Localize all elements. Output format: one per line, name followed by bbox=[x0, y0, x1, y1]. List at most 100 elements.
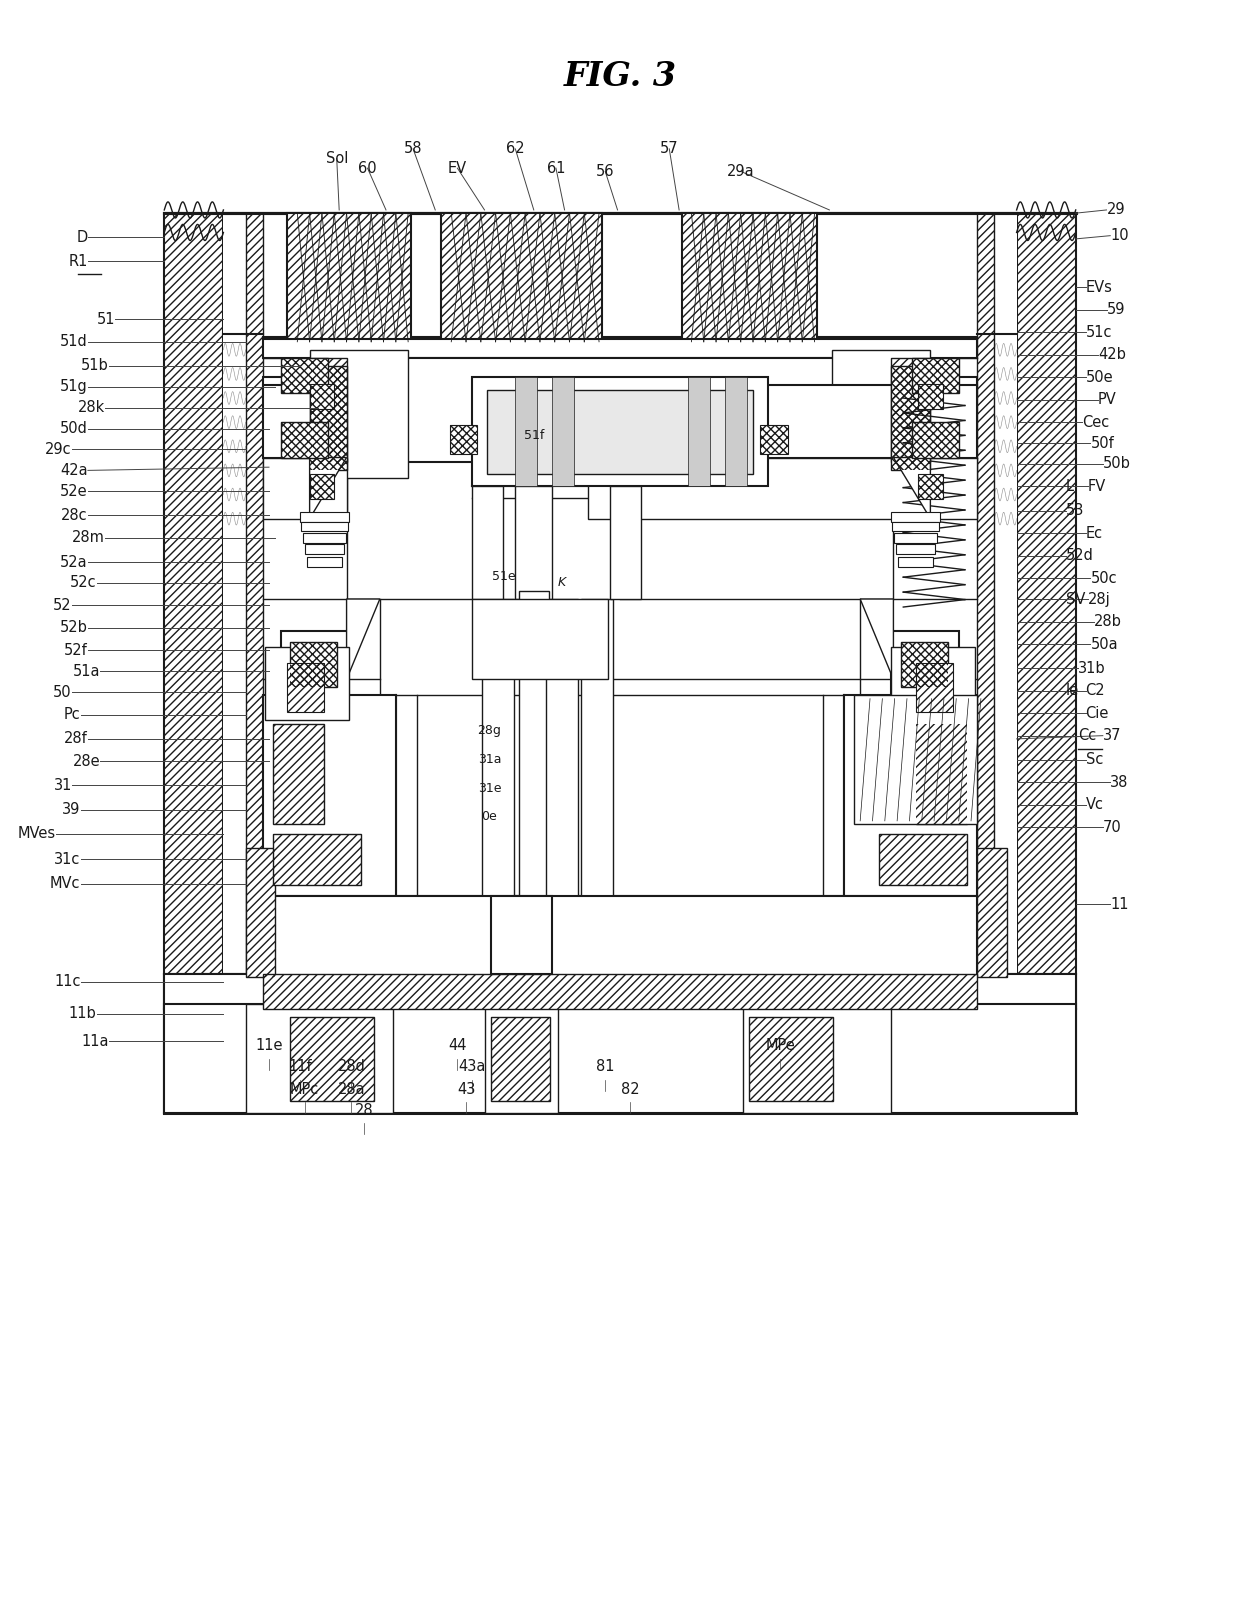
Text: 52f: 52f bbox=[64, 643, 88, 658]
Bar bbox=[472, 600, 608, 679]
Bar bbox=[1017, 213, 1076, 1113]
Text: 28e: 28e bbox=[73, 755, 100, 769]
Bar bbox=[844, 695, 977, 897]
Text: 31c: 31c bbox=[55, 852, 81, 866]
Bar bbox=[273, 834, 361, 886]
Bar bbox=[305, 545, 345, 554]
Bar bbox=[310, 357, 346, 462]
Bar bbox=[441, 213, 601, 341]
Bar bbox=[977, 213, 994, 1113]
Bar bbox=[300, 512, 348, 522]
Text: 29a: 29a bbox=[727, 163, 754, 179]
Bar bbox=[892, 365, 930, 470]
Text: 59: 59 bbox=[1106, 302, 1125, 317]
Polygon shape bbox=[894, 457, 930, 519]
Text: C2: C2 bbox=[1085, 684, 1105, 698]
Bar bbox=[450, 425, 477, 454]
Bar bbox=[520, 591, 548, 632]
Text: 11c: 11c bbox=[55, 974, 81, 989]
Text: 51: 51 bbox=[97, 312, 115, 326]
Text: 28m: 28m bbox=[72, 530, 105, 546]
Bar bbox=[164, 213, 223, 1113]
Text: 11b: 11b bbox=[68, 1007, 97, 1021]
Bar bbox=[918, 473, 942, 499]
Bar bbox=[892, 632, 959, 695]
Bar bbox=[310, 349, 408, 478]
Text: MPe: MPe bbox=[765, 1039, 795, 1054]
Text: EVs: EVs bbox=[1085, 280, 1112, 294]
Text: 31a: 31a bbox=[477, 753, 501, 766]
Text: Cec: Cec bbox=[1081, 415, 1109, 430]
Text: 31e: 31e bbox=[477, 782, 501, 795]
Text: 0e: 0e bbox=[481, 810, 497, 823]
Bar bbox=[900, 643, 947, 687]
Text: 58: 58 bbox=[404, 141, 423, 157]
Text: 52c: 52c bbox=[69, 575, 97, 590]
Bar bbox=[246, 213, 263, 1113]
Bar bbox=[310, 383, 335, 409]
Bar bbox=[682, 213, 817, 341]
Text: SV: SV bbox=[1066, 591, 1085, 606]
Bar bbox=[288, 663, 325, 711]
Bar bbox=[441, 213, 601, 341]
Bar bbox=[516, 486, 552, 600]
Bar bbox=[588, 457, 977, 519]
Text: 70: 70 bbox=[1102, 819, 1121, 835]
Bar bbox=[290, 643, 337, 687]
Bar bbox=[310, 365, 346, 470]
Bar bbox=[263, 695, 396, 897]
Bar bbox=[491, 897, 552, 973]
Text: 37: 37 bbox=[1102, 729, 1121, 743]
Bar bbox=[310, 383, 335, 409]
Bar bbox=[310, 357, 346, 462]
Text: K: K bbox=[558, 577, 567, 590]
Bar bbox=[892, 648, 975, 719]
Text: MVc: MVc bbox=[50, 876, 81, 890]
Bar bbox=[246, 213, 263, 1113]
Bar bbox=[977, 848, 1007, 976]
Text: 51c: 51c bbox=[1085, 325, 1112, 339]
Bar bbox=[263, 897, 977, 976]
Bar bbox=[303, 533, 346, 543]
Bar bbox=[263, 377, 977, 396]
Bar bbox=[288, 663, 325, 711]
Bar bbox=[892, 512, 940, 522]
Bar bbox=[915, 724, 967, 824]
Bar bbox=[491, 1016, 549, 1100]
Bar bbox=[682, 213, 817, 341]
Bar bbox=[520, 600, 551, 897]
Bar bbox=[918, 473, 942, 499]
Text: 29c: 29c bbox=[46, 443, 72, 457]
Text: 50d: 50d bbox=[60, 422, 88, 436]
Text: 50f: 50f bbox=[1090, 436, 1115, 451]
Text: 39: 39 bbox=[62, 802, 81, 818]
Bar bbox=[290, 1016, 373, 1100]
Bar bbox=[485, 1004, 558, 1113]
Bar bbox=[900, 643, 947, 687]
Text: 42a: 42a bbox=[61, 462, 88, 478]
Bar bbox=[915, 663, 952, 711]
Text: 52b: 52b bbox=[60, 621, 88, 635]
Text: 52d: 52d bbox=[1066, 548, 1094, 562]
Text: 31b: 31b bbox=[1078, 661, 1106, 675]
Text: 44: 44 bbox=[448, 1039, 466, 1054]
Text: 50b: 50b bbox=[1102, 456, 1131, 472]
Text: 50: 50 bbox=[53, 685, 72, 700]
Bar bbox=[915, 663, 952, 711]
Bar bbox=[894, 533, 937, 543]
Bar bbox=[546, 600, 578, 897]
Text: 51a: 51a bbox=[73, 664, 100, 679]
Text: Vc: Vc bbox=[1085, 797, 1104, 813]
Bar bbox=[915, 724, 967, 824]
Bar bbox=[450, 425, 477, 454]
Bar bbox=[832, 349, 930, 478]
Bar bbox=[281, 422, 329, 457]
Bar bbox=[918, 383, 942, 409]
Bar bbox=[911, 422, 959, 457]
Bar bbox=[263, 385, 325, 457]
Text: 28a: 28a bbox=[337, 1081, 366, 1097]
Bar bbox=[263, 973, 977, 1008]
Bar bbox=[263, 339, 977, 357]
Bar bbox=[487, 389, 753, 473]
Text: Cie: Cie bbox=[1085, 706, 1109, 721]
